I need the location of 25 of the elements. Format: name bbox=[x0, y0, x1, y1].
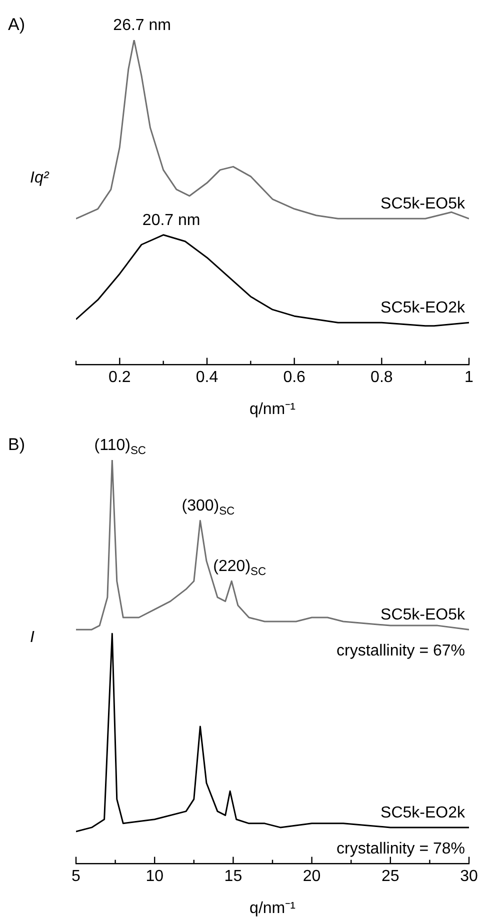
x-tick-label: 20 bbox=[302, 868, 321, 885]
x-tick-label: 0.4 bbox=[196, 368, 218, 386]
series-label: SC5k-EO2k bbox=[380, 804, 466, 822]
annotation: crystallinity = 67% bbox=[336, 642, 466, 660]
x-tick-label: 0.2 bbox=[108, 368, 131, 386]
x-axis-title: q/nm⁻¹ bbox=[250, 401, 296, 418]
x-tick-label: 10 bbox=[146, 868, 164, 885]
y-axis-title: Iq² bbox=[30, 169, 50, 186]
x-tick-label: 5 bbox=[72, 868, 81, 885]
series-label: SC5k-EO2k bbox=[380, 300, 466, 317]
series-label: SC5k-EO5k bbox=[380, 606, 466, 624]
x-tick-label: 0.6 bbox=[283, 368, 306, 386]
series-label: SC5k-EO5k bbox=[380, 196, 466, 213]
x-tick-label: 1 bbox=[464, 368, 474, 386]
x-tick-label: 0.8 bbox=[370, 368, 393, 386]
text: B) bbox=[8, 435, 25, 454]
x-tick-label: 15 bbox=[224, 868, 242, 885]
x-tick-label: 25 bbox=[382, 868, 400, 885]
x-axis-title: q/nm⁻¹ bbox=[250, 900, 296, 917]
text: A) bbox=[8, 15, 25, 34]
annotation: crystallinity = 78% bbox=[336, 840, 466, 858]
annotation: 26.7 nm bbox=[113, 17, 171, 34]
y-axis-title: I bbox=[30, 628, 35, 646]
annotation: 20.7 nm bbox=[142, 212, 200, 229]
x-tick-label: 30 bbox=[460, 868, 478, 885]
